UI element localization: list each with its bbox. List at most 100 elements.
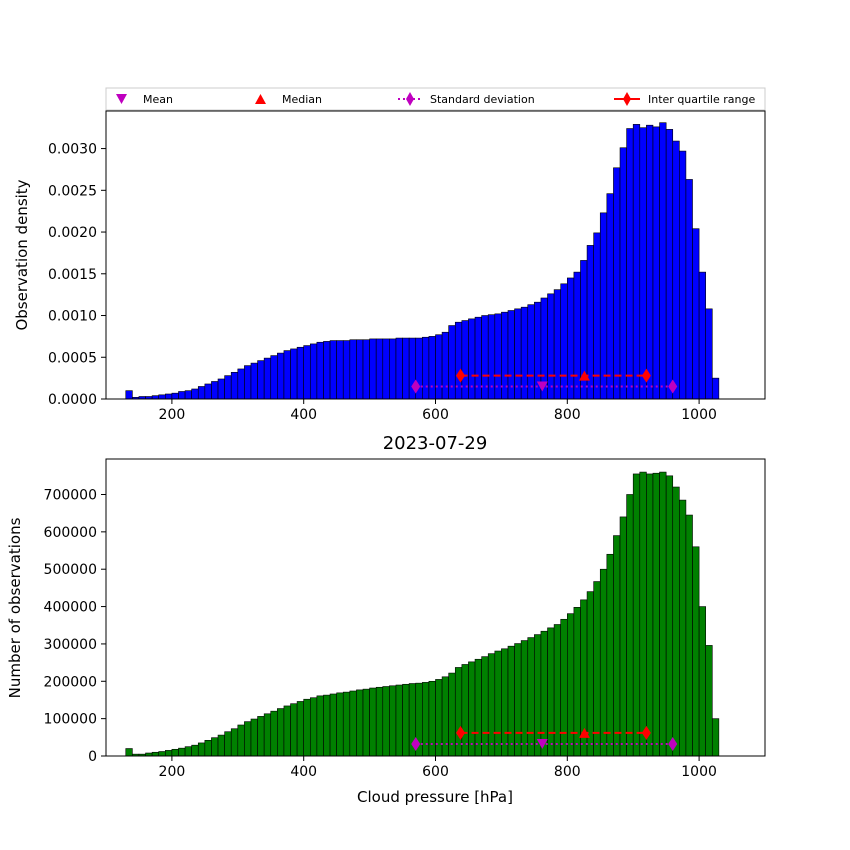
top-bar — [389, 338, 397, 400]
top-bar — [290, 348, 298, 400]
top-x-tick-label: 200 — [159, 407, 186, 423]
bottom-bar — [494, 650, 502, 757]
top-bar — [204, 383, 212, 400]
legend-frame — [105, 87, 766, 111]
top-bar — [626, 128, 634, 400]
bottom-bar — [171, 748, 179, 757]
top-y-tick-label: 0.0010 — [48, 309, 97, 325]
top-bar — [435, 334, 443, 400]
bottom-bar — [329, 693, 337, 757]
top-bar — [448, 325, 456, 400]
bottom-bar — [626, 494, 634, 757]
bottom-bar — [692, 546, 700, 757]
top-bar — [342, 340, 351, 400]
top-bar — [296, 346, 304, 400]
bottom-bar — [705, 645, 713, 757]
top-bar — [672, 140, 680, 400]
bottom-y-ticks: 0 100000 200000 300000 400000 500000 600000 700… — [44, 487, 106, 765]
bottom-bar — [191, 744, 199, 757]
top-x-tick-label: 400 — [290, 407, 317, 423]
bottom-iqr-high-marker — [641, 725, 651, 740]
bottom-y-tick-label: 600000 — [44, 525, 97, 541]
bottom-bar — [303, 698, 311, 757]
bottom-bar — [619, 516, 627, 757]
top-median-marker — [578, 370, 590, 381]
top-bar — [356, 339, 364, 400]
bottom-bar — [375, 686, 384, 757]
bottom-bar — [672, 486, 680, 757]
bottom-bar — [244, 721, 252, 757]
top-bar — [263, 357, 272, 400]
bottom-bar — [454, 667, 463, 757]
bottom-bar — [178, 747, 186, 757]
top-y-tick-label: 0.0000 — [48, 392, 97, 408]
bottom-y-tick-label: 200000 — [44, 674, 97, 690]
bottom-bars — [125, 471, 720, 757]
bottom-panel: 2023-07-29 200 400 600 800 1000 0 100000 20000… — [6, 433, 766, 806]
top-bar — [560, 283, 568, 400]
top-bar — [369, 338, 377, 400]
bottom-bar — [296, 701, 304, 757]
bottom-bar — [639, 471, 647, 757]
top-x-tick-label: 600 — [422, 407, 449, 423]
top-x-tick-label: 1000 — [681, 407, 717, 423]
top-bar — [329, 340, 337, 400]
top-std-low-marker — [411, 379, 421, 394]
top-bar — [224, 375, 232, 400]
top-bar — [237, 368, 245, 400]
bottom-bar — [665, 475, 674, 757]
legend: Mean Median Standard deviation Inter qua… — [105, 87, 766, 111]
top-bar — [692, 228, 700, 400]
bottom-bar — [560, 618, 568, 757]
bottom-bar — [211, 737, 219, 757]
top-bar — [599, 212, 608, 400]
bottom-y-tick-label: 700000 — [44, 487, 97, 503]
top-bar — [184, 390, 192, 400]
top-bar — [593, 232, 601, 400]
legend-iqr-label: Inter quartile range — [648, 93, 755, 106]
bottom-bar — [309, 697, 318, 757]
bottom-bar — [514, 643, 522, 757]
top-bar — [217, 378, 225, 400]
bottom-bar — [356, 689, 364, 757]
bottom-bar — [316, 695, 324, 757]
bottom-iqr-low-marker — [456, 725, 466, 740]
bottom-bar — [263, 713, 272, 757]
bottom-y-tick-label: 100000 — [44, 712, 97, 728]
top-bar — [553, 289, 562, 400]
top-bar — [428, 336, 436, 400]
top-bars — [125, 122, 720, 400]
bottom-std-low-marker — [411, 737, 421, 752]
top-stat-markers — [411, 368, 678, 394]
legend-median-label: Median — [282, 93, 322, 106]
top-bar — [230, 371, 239, 400]
bottom-bar — [698, 606, 706, 757]
top-bar — [375, 338, 384, 400]
bottom-bar — [599, 568, 608, 757]
bottom-bar — [237, 724, 245, 757]
top-x-tick-label: 800 — [554, 407, 581, 423]
top-bar — [665, 129, 674, 400]
bottom-bar — [501, 648, 509, 757]
top-bar — [711, 377, 720, 400]
top-bar — [303, 345, 311, 400]
bottom-bar — [270, 710, 278, 757]
bottom-bar — [197, 742, 206, 757]
bottom-bar — [566, 613, 575, 757]
bottom-bar — [507, 645, 515, 757]
bottom-bar — [593, 581, 601, 757]
top-bar — [165, 393, 173, 400]
bottom-bar — [711, 718, 720, 757]
bottom-bar — [652, 472, 660, 757]
bottom-bar — [487, 653, 496, 757]
top-bar — [270, 355, 278, 400]
top-y-tick-label: 0.0005 — [48, 350, 97, 366]
bottom-bar — [547, 627, 555, 757]
top-bar — [679, 150, 687, 400]
bottom-bar — [290, 703, 298, 757]
top-bar — [685, 179, 693, 400]
bottom-bar — [527, 637, 535, 757]
top-bar — [382, 338, 390, 400]
bottom-bar — [151, 751, 160, 757]
bottom-y-axis-label: Number of observations — [6, 517, 24, 698]
